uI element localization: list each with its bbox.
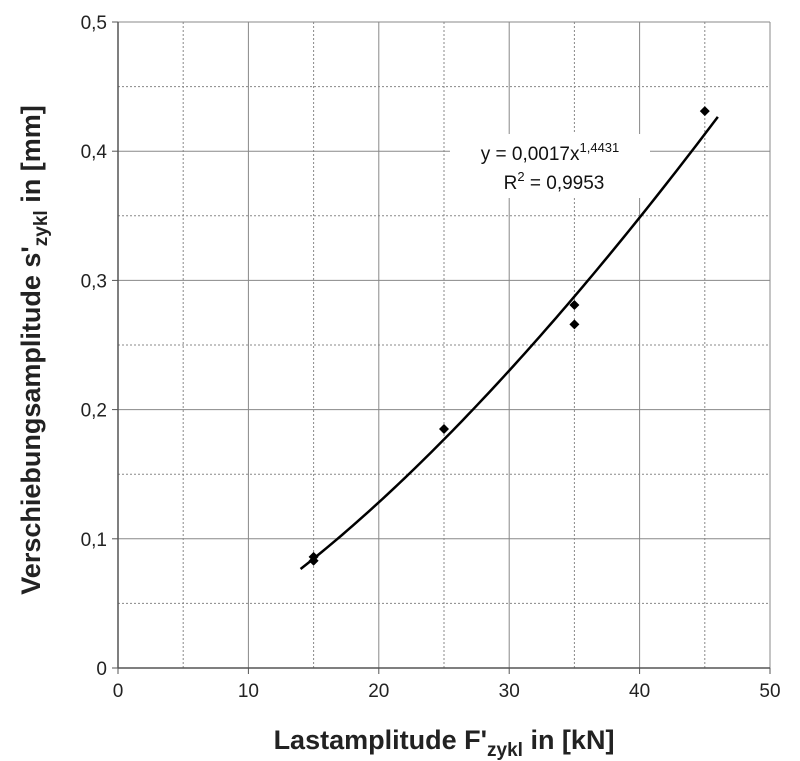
equation-background (450, 134, 650, 198)
y-tick-label: 0,5 (81, 13, 107, 34)
x-tick-label: 40 (629, 681, 650, 702)
x-tick-label: 10 (238, 681, 259, 702)
trendline-curve (299, 116, 719, 570)
x-tick-label: 30 (499, 681, 520, 702)
y-tick-label: 0,4 (81, 142, 108, 163)
y-tick-label: 0,1 (81, 530, 107, 551)
x-tick-label: 20 (368, 681, 389, 702)
y-tick-label: 0 (96, 659, 107, 680)
data-point (439, 423, 449, 434)
major-grid (118, 21, 771, 668)
data-point (569, 299, 580, 310)
y-tick-labels: 0 0,1 0,2 0,3 0,4 0,5 (81, 13, 108, 680)
trendline-equation: y = 0,0017x1,4431 (481, 140, 620, 165)
data-point (569, 319, 580, 330)
y-tick-label: 0,2 (81, 401, 107, 422)
r-squared-label: R2 = 0,9953 (504, 169, 605, 194)
x-tick-label: 50 (759, 681, 780, 702)
y-tick-label: 0,3 (81, 271, 107, 292)
y-axis-title: Verschiebungsamplitude s'zykl in [mm] (16, 105, 52, 594)
x-tick-labels: 0 10 20 30 40 50 (113, 681, 781, 702)
x-axis-title: Lastamplitude F'zykl in [kN] (274, 725, 615, 761)
data-point (308, 551, 319, 562)
axes (112, 21, 771, 674)
minor-grid (118, 22, 770, 668)
data-point (699, 106, 710, 117)
x-tick-label: 0 (113, 681, 124, 702)
data-points (308, 106, 710, 566)
